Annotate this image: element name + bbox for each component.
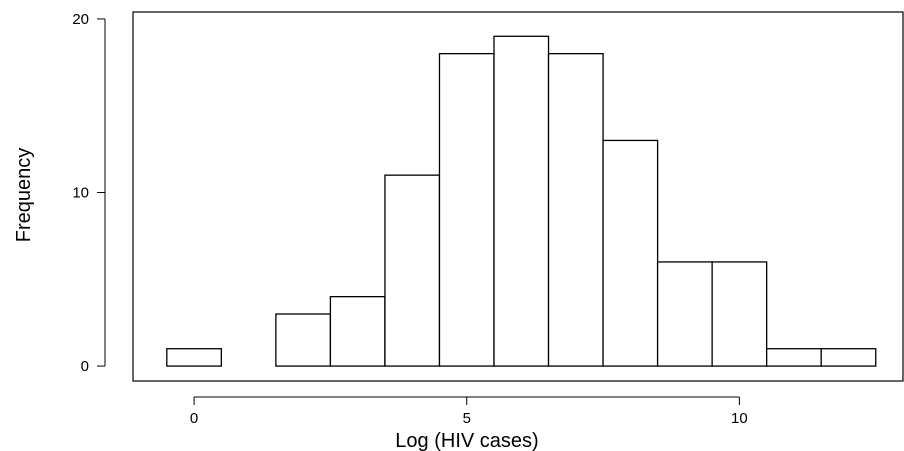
y-axis-label: Frequency (13, 148, 35, 243)
bar (166, 348, 222, 367)
y-tick-label: 0 (81, 358, 89, 375)
bar (547, 53, 604, 367)
plot-frame (132, 11, 904, 382)
bar (384, 174, 441, 367)
bar (438, 53, 495, 367)
x-tick-label: 10 (731, 410, 748, 427)
bar (329, 295, 386, 367)
bar (766, 348, 822, 367)
x-axis-label: Log (HIV cases) (395, 430, 538, 451)
y-tick-label: 10 (72, 185, 89, 202)
bar (656, 261, 713, 367)
bar (493, 35, 550, 367)
x-tick-label: 0 (190, 410, 198, 427)
bar (602, 139, 659, 367)
y-tick-label: 20 (72, 11, 89, 28)
bar (275, 313, 332, 367)
x-tick-label: 5 (463, 410, 471, 427)
bar (820, 348, 877, 367)
bar (711, 261, 768, 367)
